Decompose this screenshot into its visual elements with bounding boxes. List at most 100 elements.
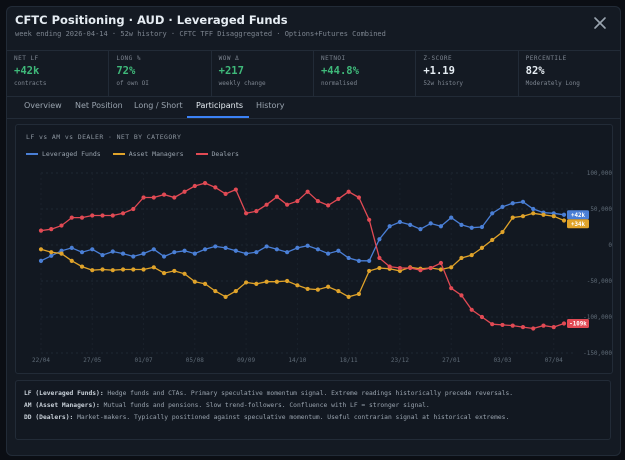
stats-row: NET LF +42k contracts LONG % 72% of own … [7, 50, 620, 97]
data-point-asset-managers [490, 237, 495, 243]
data-point-dealers [274, 194, 279, 199]
series-line-dealers [40, 182, 565, 330]
data-point-dealers [131, 206, 136, 212]
data-point-asset-managers [315, 287, 320, 292]
data-point-asset-managers [233, 288, 238, 294]
note-key: LF (Leveraged Funds): [24, 390, 104, 397]
data-point-asset-managers [510, 215, 515, 220]
tab-overview[interactable]: Overview [24, 101, 62, 110]
data-point-dealers [202, 180, 208, 186]
data-point-leveraged-funds [520, 199, 526, 204]
data-point-dealers [377, 255, 382, 261]
data-point-dealers [438, 260, 444, 266]
data-point-dealers [479, 314, 485, 320]
note-text: Mutual funds and pensions. Slow trend-fo… [99, 402, 430, 409]
data-point-dealers [561, 321, 567, 326]
data-point-asset-managers [120, 267, 126, 272]
close-button[interactable] [592, 15, 608, 31]
x-tick-label: 18/11 [340, 357, 358, 364]
legend-swatch [26, 153, 38, 155]
data-point-asset-managers [285, 278, 290, 284]
data-point-asset-managers [336, 288, 341, 294]
data-point-dealers [172, 195, 177, 200]
y-tick-label: 50,000 [590, 206, 612, 213]
data-point-dealers [182, 189, 187, 194]
data-point-asset-managers [469, 252, 474, 258]
stat-value: 82% [525, 65, 545, 77]
data-point-asset-managers [49, 250, 54, 255]
data-point-asset-managers [59, 251, 64, 256]
data-point-leveraged-funds [161, 254, 167, 259]
data-point-dealers [356, 195, 362, 200]
data-point-leveraged-funds [356, 258, 362, 263]
note-key: DD (Dealers): [24, 414, 74, 421]
data-point-leveraged-funds [141, 251, 146, 256]
data-point-dealers [367, 217, 372, 222]
x-tick-label: 03/03 [493, 357, 511, 364]
data-point-leveraged-funds [120, 251, 126, 256]
data-point-leveraged-funds [428, 221, 433, 226]
data-point-dealers [59, 223, 64, 228]
tab-history[interactable]: History [256, 101, 285, 110]
data-point-dealers [69, 215, 74, 220]
stat-sub: normalised [320, 80, 358, 87]
data-point-asset-managers [377, 265, 382, 271]
data-point-asset-managers [243, 280, 249, 285]
note-lf: LF (Leveraged Funds): Hedge funds and CT… [24, 390, 602, 397]
data-point-asset-managers [305, 286, 310, 292]
legend-item-dealers: Dealers [195, 150, 239, 158]
data-point-asset-managers [264, 279, 269, 284]
data-point-dealers [500, 322, 505, 328]
data-point-leveraged-funds [387, 224, 392, 229]
data-point-leveraged-funds [213, 244, 218, 249]
data-point-leveraged-funds [223, 245, 228, 250]
data-point-leveraged-funds [182, 248, 187, 253]
data-point-dealers [551, 324, 556, 330]
data-point-dealers [490, 322, 495, 327]
x-tick-label: 27/01 [442, 357, 460, 364]
tab-net-position[interactable]: Net Position [75, 101, 123, 110]
data-point-leveraged-funds [172, 250, 177, 255]
data-point-leveraged-funds [192, 251, 197, 256]
y-tick-label: -100,000 [583, 314, 612, 321]
data-point-asset-managers [202, 281, 208, 286]
active-tab-indicator [187, 116, 249, 118]
data-point-dealers [243, 211, 249, 216]
stat-percentile: PERCENTILE 82% Moderately Long [519, 51, 620, 96]
stat-label: PERCENTILE [525, 55, 567, 62]
data-point-asset-managers [346, 294, 351, 299]
data-point-leveraged-funds [69, 245, 74, 250]
data-point-dealers [541, 323, 546, 328]
data-point-asset-managers [110, 268, 115, 273]
data-point-asset-managers [254, 281, 259, 286]
data-point-asset-managers [90, 268, 95, 273]
end-value-badge [567, 318, 589, 328]
data-point-leveraged-funds [59, 248, 64, 253]
data-point-asset-managers [561, 218, 567, 223]
data-point-leveraged-funds [469, 225, 474, 230]
data-point-dealers [336, 196, 341, 202]
data-point-dealers [418, 268, 423, 273]
series-line-asset-managers [40, 212, 565, 298]
data-point-asset-managers [459, 255, 464, 261]
data-point-asset-managers [151, 265, 156, 270]
data-point-leveraged-funds [90, 247, 95, 252]
data-point-leveraged-funds [233, 248, 238, 253]
data-point-leveraged-funds [274, 247, 279, 252]
legend-swatch [195, 153, 208, 155]
tab-long-short[interactable]: Long / Short [134, 101, 183, 110]
data-point-leveraged-funds [151, 247, 156, 252]
data-point-leveraged-funds [408, 222, 413, 227]
data-point-leveraged-funds [264, 244, 269, 249]
data-point-leveraged-funds [500, 204, 505, 209]
stat-sub: 52w history [423, 80, 464, 87]
data-point-leveraged-funds [397, 219, 403, 225]
data-point-dealers [192, 183, 197, 189]
data-point-leveraged-funds [336, 248, 341, 253]
end-value-label: +42k [571, 213, 585, 219]
stat-value: +44.8% [320, 65, 359, 77]
data-point-asset-managers [213, 288, 218, 294]
tab-participants[interactable]: Participants [196, 101, 243, 110]
data-point-dealers [449, 286, 454, 291]
y-tick-label: 100,000 [587, 170, 612, 177]
